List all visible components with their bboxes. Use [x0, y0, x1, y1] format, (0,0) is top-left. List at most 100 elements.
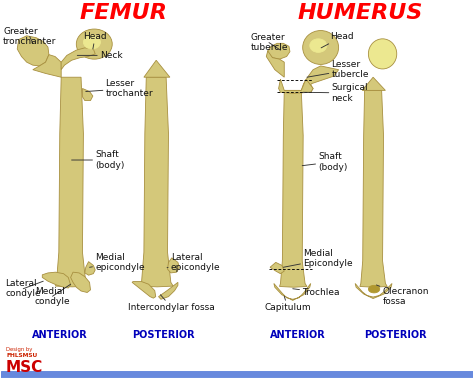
Bar — [0, 373, 474, 376]
Text: Shaft
(body): Shaft (body) — [302, 152, 347, 172]
Bar — [0, 372, 474, 375]
Bar — [0, 375, 474, 378]
Text: Medial
Epicondyle: Medial Epicondyle — [283, 249, 353, 268]
Text: Medial
condyle: Medial condyle — [35, 284, 71, 306]
Bar — [0, 375, 474, 378]
Bar — [0, 375, 474, 378]
Bar — [0, 373, 474, 376]
Text: Head: Head — [83, 32, 107, 49]
Bar — [0, 373, 474, 376]
Bar — [0, 373, 474, 376]
Bar — [0, 372, 474, 375]
Text: Head: Head — [321, 32, 354, 48]
Bar — [0, 373, 474, 376]
Ellipse shape — [83, 35, 100, 49]
Text: HUMERUS: HUMERUS — [297, 3, 422, 23]
Bar — [0, 373, 474, 377]
Bar — [0, 373, 474, 376]
Bar — [0, 374, 474, 377]
Bar — [0, 372, 474, 375]
Bar — [0, 373, 474, 376]
Bar — [0, 374, 474, 377]
Bar — [0, 375, 474, 378]
Bar — [0, 373, 474, 376]
Bar — [0, 373, 474, 376]
Bar — [0, 374, 474, 377]
Text: FHLSMSU: FHLSMSU — [6, 353, 37, 358]
Bar — [0, 373, 474, 376]
Bar — [0, 373, 474, 376]
Bar — [0, 374, 474, 377]
Bar — [0, 373, 474, 376]
Bar — [0, 374, 474, 377]
Text: FEMUR: FEMUR — [80, 3, 167, 23]
Bar — [0, 374, 474, 377]
Ellipse shape — [372, 42, 393, 65]
Bar — [0, 374, 474, 377]
Polygon shape — [17, 36, 49, 66]
Polygon shape — [304, 82, 313, 92]
Bar — [0, 373, 474, 376]
Ellipse shape — [76, 29, 112, 59]
Bar — [0, 373, 474, 377]
Polygon shape — [360, 90, 387, 287]
Text: Trochlea: Trochlea — [293, 288, 340, 297]
Bar — [0, 374, 474, 377]
Ellipse shape — [303, 31, 338, 64]
Bar — [0, 373, 474, 376]
Bar — [0, 374, 474, 377]
Bar — [0, 375, 474, 378]
Text: Neck: Neck — [77, 51, 123, 60]
Bar — [0, 373, 474, 376]
Bar — [0, 375, 474, 378]
Bar — [0, 374, 474, 377]
Text: Greater
tronchanter: Greater tronchanter — [3, 27, 56, 46]
Bar — [0, 374, 474, 377]
Bar — [0, 374, 474, 377]
Bar — [0, 375, 474, 378]
Bar — [0, 372, 474, 375]
Bar — [0, 374, 474, 377]
Bar — [0, 372, 474, 375]
Polygon shape — [274, 283, 311, 301]
Bar — [0, 374, 474, 377]
Bar — [0, 374, 474, 377]
Polygon shape — [279, 79, 313, 93]
Bar — [0, 373, 474, 376]
Bar — [0, 375, 474, 378]
Ellipse shape — [368, 285, 380, 293]
Bar — [0, 374, 474, 378]
Polygon shape — [33, 55, 61, 77]
Bar — [0, 373, 474, 376]
Polygon shape — [82, 89, 93, 100]
Text: Lateral
epicondyle: Lateral epicondyle — [167, 253, 220, 272]
Bar — [0, 373, 474, 376]
Bar — [0, 374, 474, 377]
Bar — [0, 374, 474, 377]
Bar — [0, 375, 474, 378]
Ellipse shape — [310, 39, 327, 52]
Bar — [0, 374, 474, 377]
Bar — [0, 373, 474, 376]
Text: Lateral
condyle: Lateral condyle — [5, 279, 43, 298]
Bar — [0, 374, 474, 377]
Bar — [0, 372, 474, 375]
Bar — [0, 373, 474, 376]
Bar — [0, 374, 474, 377]
Bar — [0, 374, 474, 377]
Polygon shape — [61, 48, 95, 70]
Bar — [0, 373, 474, 376]
Bar — [0, 374, 474, 378]
Bar — [0, 374, 474, 377]
Bar — [0, 375, 474, 378]
Bar — [0, 374, 474, 377]
Text: Greater
tubercle: Greater tubercle — [250, 33, 288, 52]
Bar — [0, 375, 474, 378]
Bar — [0, 374, 474, 377]
Polygon shape — [55, 77, 88, 287]
Polygon shape — [71, 272, 91, 293]
Polygon shape — [144, 60, 170, 77]
Bar — [0, 373, 474, 376]
Bar — [0, 374, 474, 377]
Bar — [0, 374, 474, 377]
